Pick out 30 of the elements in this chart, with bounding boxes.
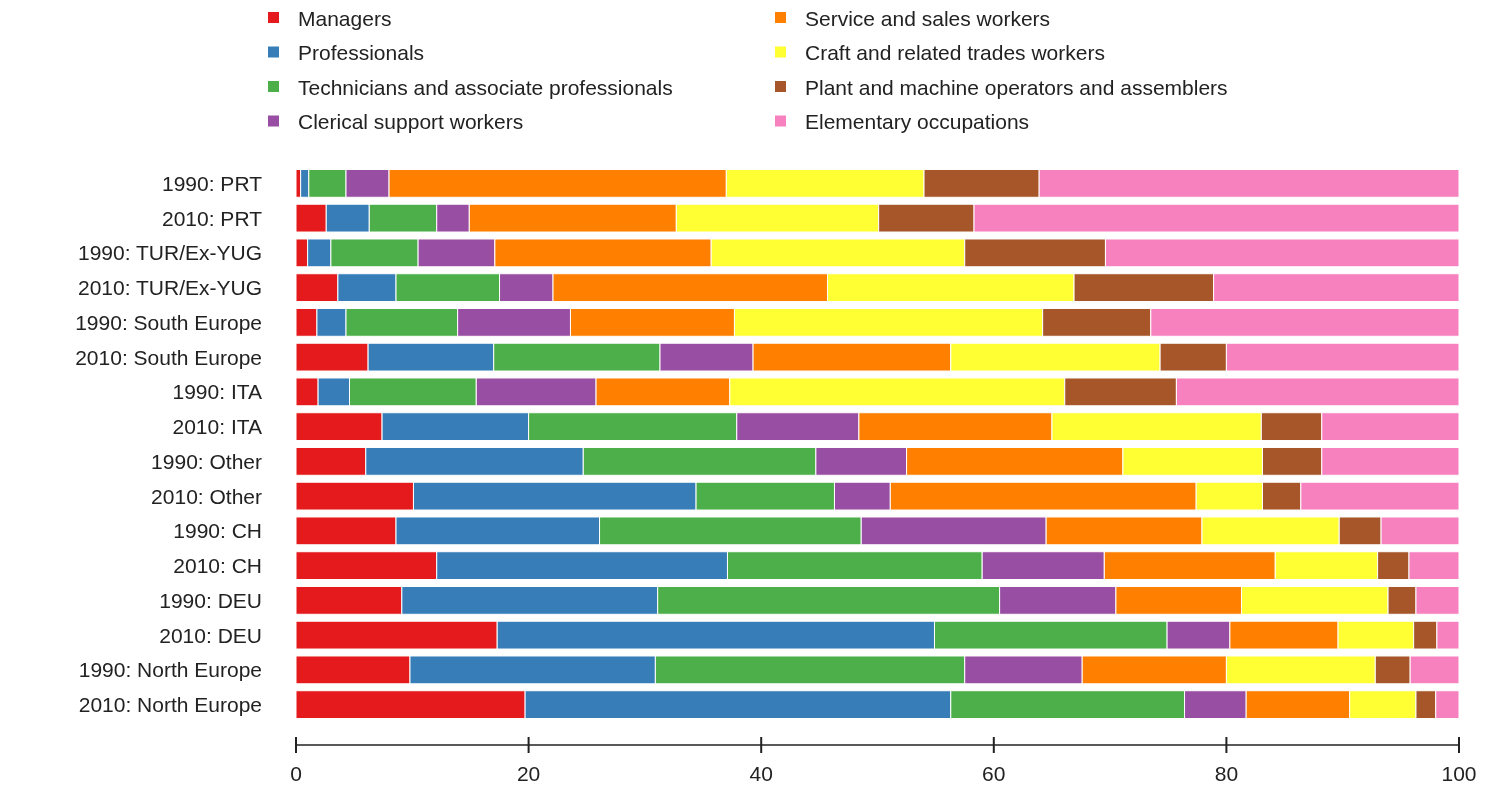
y-tick-label: 1990: Other bbox=[151, 449, 263, 473]
y-tick-label: 1990: TUR/Ex-YUG bbox=[77, 241, 262, 265]
x-tick-label: 60 bbox=[982, 762, 1006, 785]
y-tick-label: 2010: PRT bbox=[161, 206, 263, 230]
y-tick-label: 2010: TUR/Ex-YUG bbox=[77, 276, 262, 300]
x-tick-label: 40 bbox=[749, 762, 773, 785]
y-tick-label: 2010: North Europe bbox=[78, 693, 262, 717]
y-tick-label: 1990: DEU bbox=[159, 588, 262, 612]
legend-label: Craft and related trades workers bbox=[805, 41, 1105, 64]
y-tick-label: 2010: CH bbox=[173, 554, 262, 578]
y-tick-label: 2010: DEU bbox=[159, 623, 262, 647]
x-tick-label: 0 bbox=[290, 762, 302, 785]
y-tick-label: 1990: PRT bbox=[161, 171, 263, 195]
x-tick-label: 100 bbox=[1441, 762, 1477, 785]
legend-label: Professionals bbox=[298, 41, 425, 64]
x-tick-label: 80 bbox=[1214, 762, 1239, 785]
y-tick-label: 1990: South Europe bbox=[75, 310, 262, 334]
y-tick-label: 2010: South Europe bbox=[75, 345, 262, 369]
x-tick-label: 20 bbox=[516, 762, 541, 785]
legend-label: Service and sales workers bbox=[805, 6, 1051, 30]
legend-label: Technicians and associate professionals bbox=[298, 75, 673, 99]
y-tick-label: 1990: CH bbox=[173, 519, 262, 543]
legend-label: Clerical support workers bbox=[298, 110, 524, 133]
y-tick-label: 2010: ITA bbox=[172, 415, 262, 439]
legend-label: Plant and machine operators and assemblers bbox=[805, 75, 1228, 99]
y-tick-label: 2010: Other bbox=[151, 484, 263, 508]
legend-label: Elementary occupations bbox=[805, 110, 1030, 133]
y-tick-label: 1990: North Europe bbox=[78, 658, 262, 682]
y-tick-label: 1990: ITA bbox=[172, 380, 262, 404]
legend-label: Managers bbox=[298, 6, 392, 30]
